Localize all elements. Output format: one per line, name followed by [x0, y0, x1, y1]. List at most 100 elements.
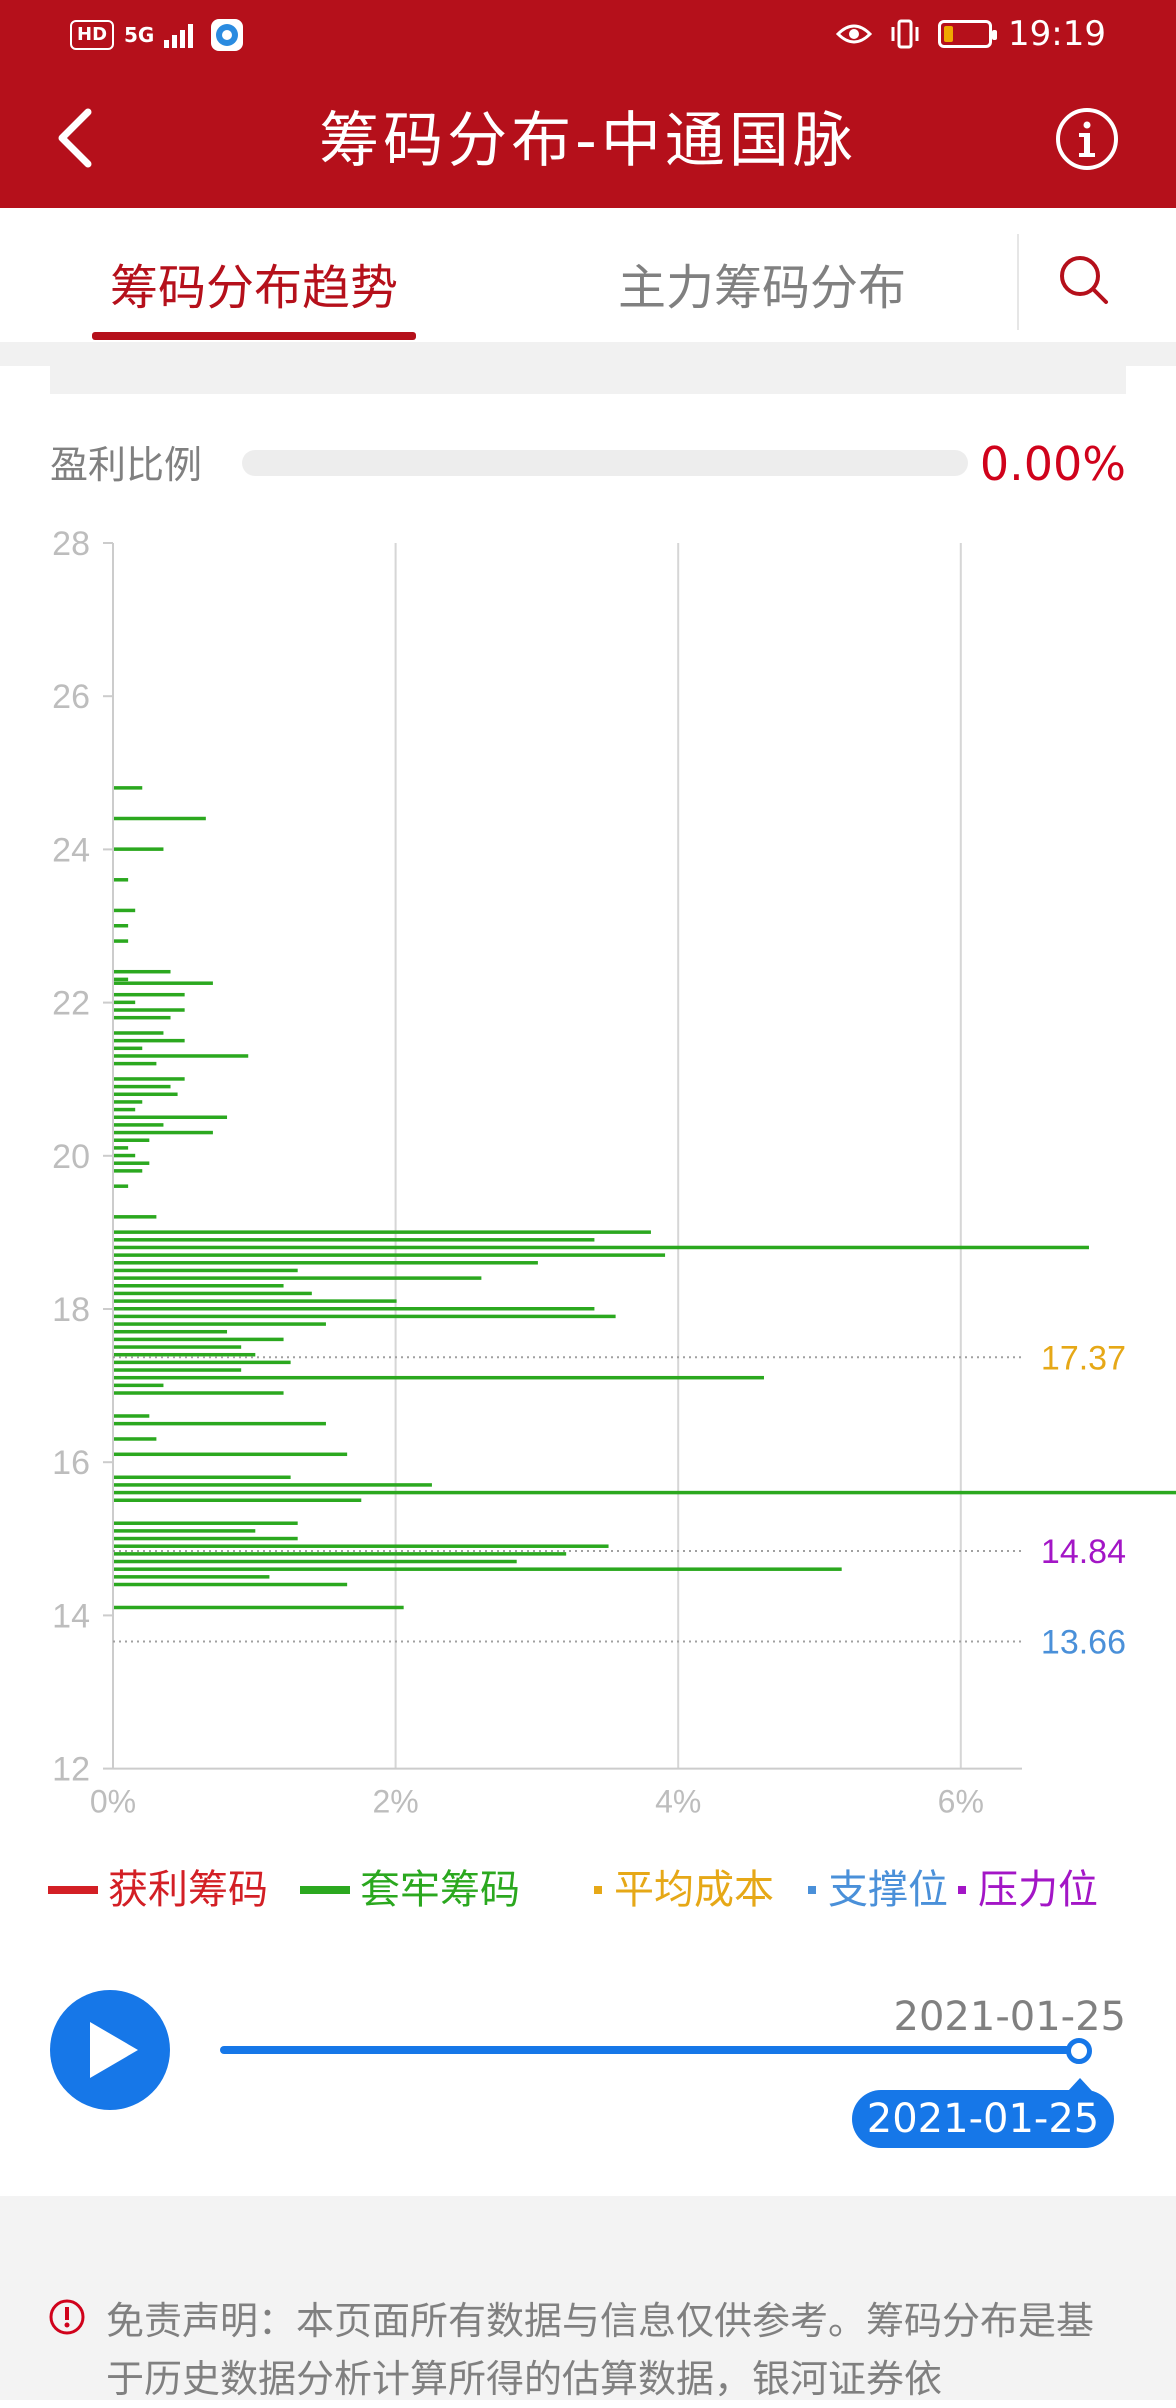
search-button[interactable] — [1052, 248, 1116, 312]
chip-bar — [114, 1153, 136, 1158]
chip-bar — [114, 1184, 129, 1188]
back-button[interactable] — [40, 100, 116, 176]
tab-bar: 筹码分布趋势 主力筹码分布 — [0, 208, 1176, 342]
chip-bar — [114, 1552, 567, 1556]
tab-active-indicator — [92, 332, 416, 340]
chip-bar — [114, 1575, 270, 1579]
chip-bar — [114, 1046, 143, 1051]
chip-bar — [114, 1061, 157, 1066]
legend-item: 套牢筹码 — [300, 1864, 520, 1916]
chip-bar — [114, 816, 206, 821]
current-date-pill: 2021-01-25 — [852, 2090, 1114, 2148]
profit-ratio-value: 0.00% — [979, 437, 1126, 491]
page-title: 筹码分布-中通国脉 — [319, 106, 857, 176]
chip-bar — [114, 1375, 764, 1380]
network-label: 5G — [124, 23, 155, 47]
chip-bar — [114, 1421, 326, 1426]
chip-bar — [114, 1138, 150, 1142]
legend-marker — [48, 1886, 98, 1894]
play-icon — [90, 2022, 138, 2078]
chip-bar — [114, 1000, 136, 1005]
profit-ratio-label: 盈利比例 — [50, 443, 203, 487]
chip-bar — [114, 847, 164, 851]
chip-bar — [114, 992, 185, 997]
y-tick-label: 22 — [52, 985, 90, 1023]
chip-bar — [114, 1015, 171, 1020]
disclaimer-text: 免责声明：本页面所有数据与信息仅供参考。筹码分布是基于历史数据分析计算所得的估算… — [106, 2299, 1095, 2401]
chip-bar — [114, 1360, 291, 1365]
info-button[interactable] — [1054, 106, 1120, 172]
chip-bar — [114, 1314, 616, 1319]
legend-marker — [808, 1886, 816, 1894]
reference-label: 13.66 — [1041, 1623, 1126, 1661]
signal-icon — [164, 24, 194, 48]
profit-ratio-bar — [242, 450, 968, 476]
status-left: HD 5G — [70, 18, 244, 52]
chip-bar — [114, 1238, 595, 1242]
chip-bar — [114, 1391, 284, 1395]
chip-bar — [114, 1092, 178, 1097]
y-tick-label: 24 — [52, 831, 90, 869]
chip-bar — [114, 1261, 538, 1265]
chip-bar — [114, 969, 171, 974]
x-tick-label: 2% — [372, 1784, 418, 1820]
chip-bar — [114, 1291, 312, 1296]
chip-bar — [114, 981, 213, 985]
chip-bar — [114, 1329, 228, 1334]
legend-item: 平均成本 — [594, 1864, 774, 1916]
app-notification-icon — [211, 19, 244, 51]
chip-bar — [114, 1169, 143, 1173]
tab-divider — [1017, 234, 1019, 330]
chip-bar — [114, 1490, 1176, 1495]
chip-bar — [114, 1452, 348, 1457]
legend-marker — [594, 1886, 602, 1894]
chart-legend: 获利筹码 套牢筹码 平均成本 支撑位 压力位 — [0, 1850, 1176, 1930]
chip-bar — [114, 1345, 242, 1349]
clock: 19:19 — [1008, 14, 1106, 54]
legend-label: 获利筹码 — [108, 1867, 268, 1913]
chip-bar — [114, 1253, 666, 1257]
y-tick-label: 20 — [52, 1138, 90, 1176]
chip-bar — [114, 1245, 1089, 1250]
chip-bar — [114, 1544, 609, 1548]
legend-item: 支撑位 — [808, 1864, 948, 1916]
x-tick-label: 0% — [90, 1784, 136, 1820]
chip-bar — [114, 1414, 150, 1418]
chip-bar — [114, 939, 129, 943]
battery-level — [944, 26, 954, 42]
chip-bar — [114, 786, 143, 790]
chip-bar — [114, 1077, 185, 1081]
timeline-track[interactable] — [220, 2046, 1080, 2054]
date-pill-pointer — [1068, 2078, 1092, 2091]
chip-bar — [114, 1498, 362, 1502]
legend-label: 平均成本 — [614, 1867, 774, 1913]
chip-bar — [114, 1115, 228, 1119]
search-icon — [1060, 256, 1108, 304]
chip-bar — [114, 878, 129, 882]
chip-bar — [114, 1230, 651, 1234]
chip-bar — [114, 1582, 348, 1587]
tab-chip-trend[interactable]: 筹码分布趋势 — [109, 260, 398, 316]
y-tick-label: 14 — [52, 1597, 90, 1635]
chip-bar — [114, 1352, 256, 1357]
play-button[interactable] — [50, 1990, 170, 2110]
chip-bar — [114, 1130, 213, 1135]
chip-bar — [114, 1276, 482, 1280]
chip-bar — [114, 1031, 164, 1035]
separator-bar — [0, 342, 1176, 366]
chip-bar — [114, 1084, 171, 1089]
chip-bar — [114, 1038, 185, 1043]
timeline-thumb[interactable] — [1066, 2038, 1092, 2064]
chip-bar — [114, 1054, 249, 1058]
chip-distribution-chart: 0%2%4%6%8%10%12%12141618202224262817.371… — [52, 525, 1176, 1820]
app-bar: 筹码分布-中通国脉 — [0, 70, 1176, 208]
chip-bar — [114, 1368, 242, 1372]
chip-bar — [114, 1146, 129, 1150]
tab-main-chip[interactable]: 主力筹码分布 — [617, 260, 906, 316]
chip-bar — [114, 1483, 432, 1487]
x-tick-label: 4% — [655, 1784, 701, 1820]
chip-bar — [114, 1123, 164, 1127]
chip-bar — [114, 1559, 517, 1564]
status-bar: HD 5G 19:19 — [0, 0, 1176, 70]
reference-label: 14.84 — [1041, 1533, 1126, 1571]
